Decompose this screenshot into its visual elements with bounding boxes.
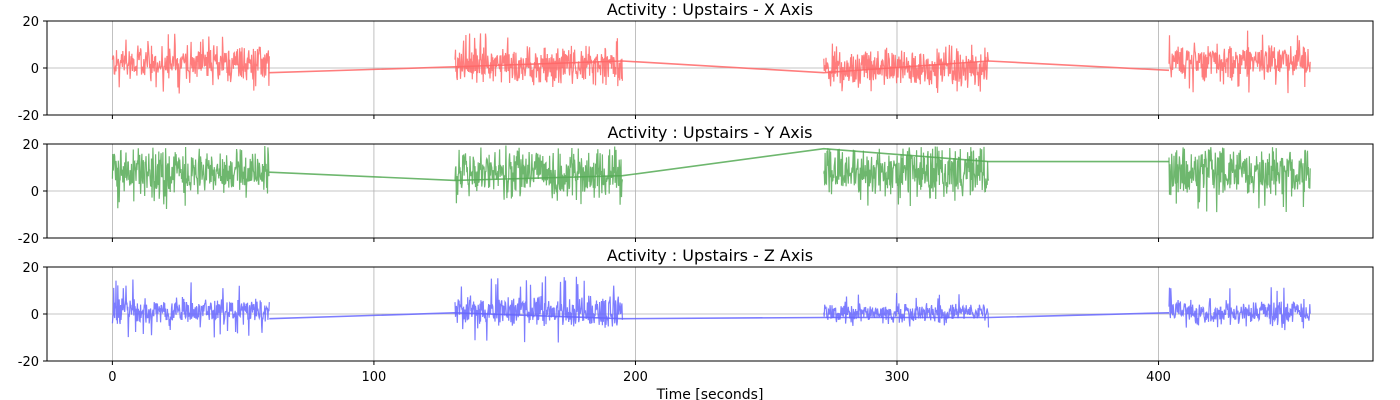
signal-segment-1 (111, 145, 270, 210)
signal-segment-1 (111, 33, 270, 94)
series-connector-line (269, 147, 1169, 182)
signal-segment-4 (1168, 147, 1311, 213)
x-tick-label: 0 (108, 370, 116, 385)
y-tick-label: 0 (31, 185, 39, 200)
series-connector-line (269, 60, 1170, 74)
subplot-title: Activity : Upstairs - X Axis (607, 0, 813, 19)
signal-segment-2 (454, 145, 623, 205)
x-tick-label: 400 (1146, 370, 1171, 385)
x-tick-label: 200 (623, 370, 648, 385)
y-tick-label: -20 (18, 232, 39, 247)
signal-segment-4 (1168, 30, 1311, 94)
signal-segment-3 (823, 293, 990, 328)
x-axis-label: Time [seconds] (656, 387, 764, 400)
signal-segment-4 (1168, 287, 1311, 331)
x-tick-label: 300 (885, 370, 910, 385)
y-tick-label: 20 (22, 15, 39, 30)
subplot-1: -20 0 20 Activity : Upstairs - X Axis (18, 0, 1374, 124)
y-tick-label: 0 (31, 62, 39, 77)
y-tick-label: -20 (18, 355, 39, 370)
y-tick-label: 20 (22, 261, 39, 276)
signal-segment-1 (111, 279, 270, 338)
signal-segment-2 (454, 33, 623, 88)
signal-segment-3 (823, 43, 990, 93)
subplot-title: Activity : Upstairs - Z Axis (607, 246, 813, 265)
subplot-3: -20 0 20 Activity : Upstairs - Z Axis (18, 246, 1374, 370)
y-tick-label: 20 (22, 138, 39, 153)
signal-segment-2 (454, 276, 623, 343)
y-tick-label: 0 (31, 308, 39, 323)
x-tick-label: 100 (362, 370, 387, 385)
subplot-title: Activity : Upstairs - Y Axis (607, 123, 812, 142)
signal-segment-3 (823, 146, 990, 207)
series-connector-line (269, 311, 1170, 320)
y-tick-label: -20 (18, 109, 39, 124)
subplot-2: -20 0 20 Activity : Upstairs - Y Axis (18, 123, 1374, 247)
